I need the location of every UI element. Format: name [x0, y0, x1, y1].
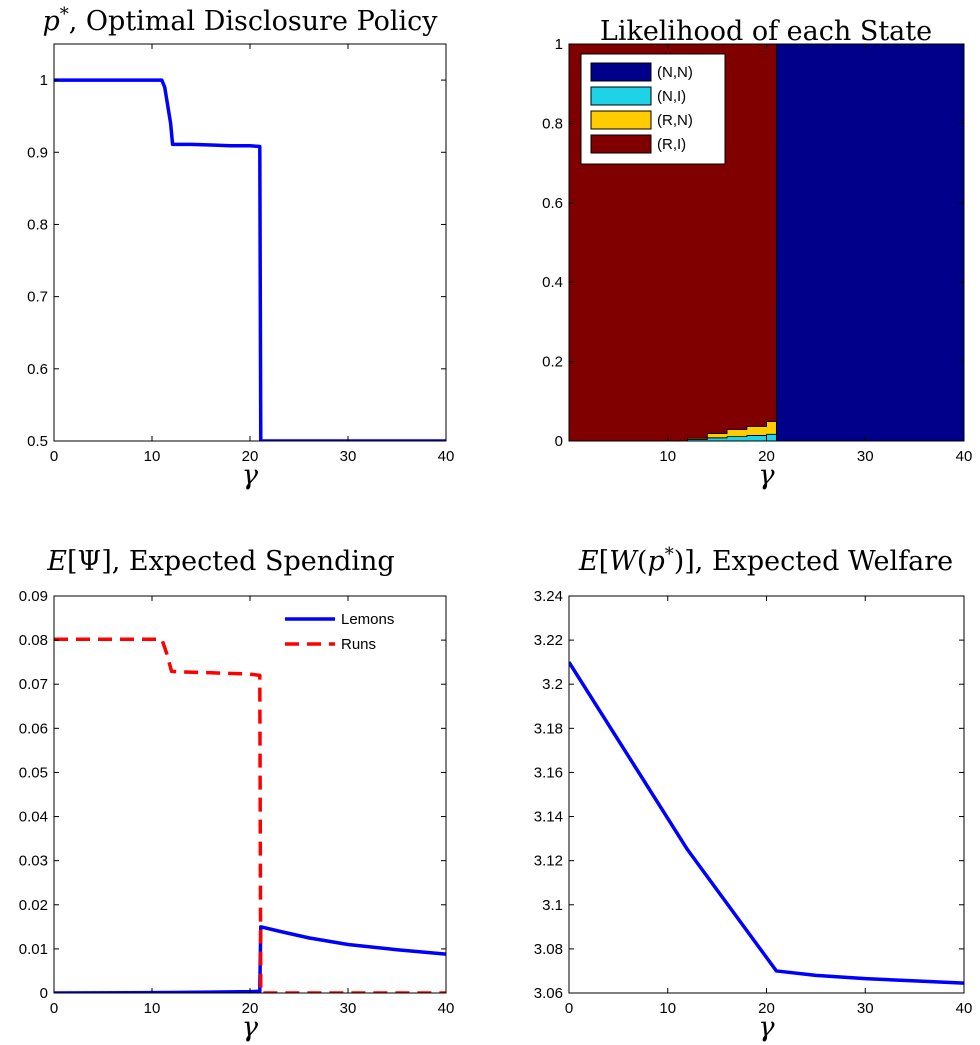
legend-swatch — [590, 134, 652, 154]
y-tick-label: 0 — [555, 433, 563, 450]
plot-layer — [569, 661, 964, 985]
x-tick-label: 40 — [438, 448, 455, 465]
x-tick-label: 20 — [758, 1000, 775, 1017]
y-tick-label: 0.5 — [27, 433, 48, 450]
legend-label: Lemons — [341, 611, 394, 628]
y-tick-label: 0.9 — [27, 144, 48, 161]
y-tick-label: 3.22 — [534, 632, 563, 649]
y-tick-label: 0.05 — [19, 764, 48, 781]
x-tick-label: 0 — [565, 1000, 573, 1017]
x-tick-label: 40 — [956, 448, 973, 465]
y-tick-label: 3.12 — [534, 853, 563, 870]
x-tick-label: 0 — [50, 1000, 58, 1017]
y-tick-label: 3.16 — [534, 764, 563, 781]
y-tick-label: 1 — [555, 36, 563, 53]
chart-title: E[Ψ], Expected Spending — [46, 546, 394, 577]
y-tick-label: 3.2 — [542, 676, 563, 693]
x-tick-label: 20 — [758, 448, 775, 465]
y-tick-label: 3.14 — [534, 809, 563, 826]
legend-label: (N,N) — [657, 64, 693, 81]
legend-label: (R,N) — [657, 112, 693, 129]
chart-title: E[W(p*)], Expected Welfare — [578, 544, 953, 578]
x-axis-label: γ — [242, 1012, 259, 1043]
y-tick-label: 3.06 — [534, 985, 563, 1002]
x-axis-label: γ — [758, 1012, 775, 1043]
y-tick-label: 0.04 — [19, 809, 48, 826]
y-tick-label: 0.01 — [19, 941, 48, 958]
y-tick-label: 3.08 — [534, 941, 563, 958]
series-line-0 — [54, 78, 446, 441]
legend-swatch — [590, 62, 652, 82]
y-tick-label: 1 — [40, 72, 48, 89]
y-tick-label: 0.07 — [19, 676, 48, 693]
x-tick-label: 40 — [438, 1000, 455, 1017]
area-nn — [569, 44, 964, 441]
y-tick-label: 3.18 — [534, 720, 563, 737]
y-tick-label: 0.6 — [27, 361, 48, 378]
legend-label: Runs — [341, 636, 376, 653]
x-tick-label: 30 — [340, 1000, 357, 1017]
y-tick-label: 0 — [40, 985, 48, 1002]
series-line-0 — [569, 661, 964, 985]
legend-label: (R,I) — [657, 136, 686, 153]
y-tick-label: 3.24 — [534, 588, 563, 605]
y-tick-label: 0.2 — [542, 354, 563, 371]
x-tick-label: 10 — [659, 448, 676, 465]
x-tick-label: 0 — [50, 448, 58, 465]
y-tick-label: 0.08 — [19, 632, 48, 649]
chart-title: Likelihood of each State — [600, 16, 932, 47]
chart-title: p*, Optimal Disclosure Policy — [42, 4, 438, 38]
y-tick-label: 0.02 — [19, 897, 48, 914]
y-tick-label: 0.7 — [27, 289, 48, 306]
x-axis-label: γ — [758, 460, 775, 491]
panel-likelihood-of-each-state: Likelihood of each State 10 20 30 40 0 0.2 0.4… — [542, 16, 972, 491]
y-tick-label: 0.06 — [19, 720, 48, 737]
plot-layer — [54, 637, 446, 993]
plot-area — [569, 596, 964, 993]
legend-swatch — [590, 110, 652, 130]
plot-layer — [54, 78, 446, 441]
legend-swatch — [590, 86, 652, 106]
series-line-runs — [54, 637, 446, 993]
y-tick-label: 0.6 — [542, 195, 563, 212]
y-tick-label: 0.09 — [19, 588, 48, 605]
x-tick-label: 40 — [956, 1000, 973, 1017]
x-tick-label: 10 — [144, 1000, 161, 1017]
panel-expected-spending: E[Ψ], Expected Spending 0 10 20 30 40 0 0.01 0.… — [19, 546, 455, 1043]
y-tick-label: 0.03 — [19, 853, 48, 870]
plot-area — [54, 44, 446, 441]
x-axis-label: γ — [242, 460, 259, 491]
x-tick-label: 30 — [857, 1000, 874, 1017]
y-tick-label: 0.8 — [27, 216, 48, 233]
x-tick-label: 10 — [659, 1000, 676, 1017]
panel-expected-welfare: E[W(p*)], Expected Welfare 0 10 20 30 40 3.06… — [534, 544, 973, 1044]
x-tick-label: 10 — [144, 448, 161, 465]
x-tick-label: 20 — [242, 448, 259, 465]
legend-label: (N,I) — [657, 88, 686, 105]
y-tick-label: 0.4 — [542, 274, 563, 291]
panel-optimal-disclosure-policy: p*, Optimal Disclosure Policy 0 10 20 30 40 0… — [27, 4, 454, 492]
y-tick-label: 3.1 — [542, 897, 563, 914]
y-tick-label: 0.8 — [542, 115, 563, 132]
x-tick-label: 20 — [242, 1000, 259, 1017]
plot-area — [54, 596, 446, 993]
x-tick-label: 30 — [340, 448, 357, 465]
x-tick-label: 30 — [857, 448, 874, 465]
